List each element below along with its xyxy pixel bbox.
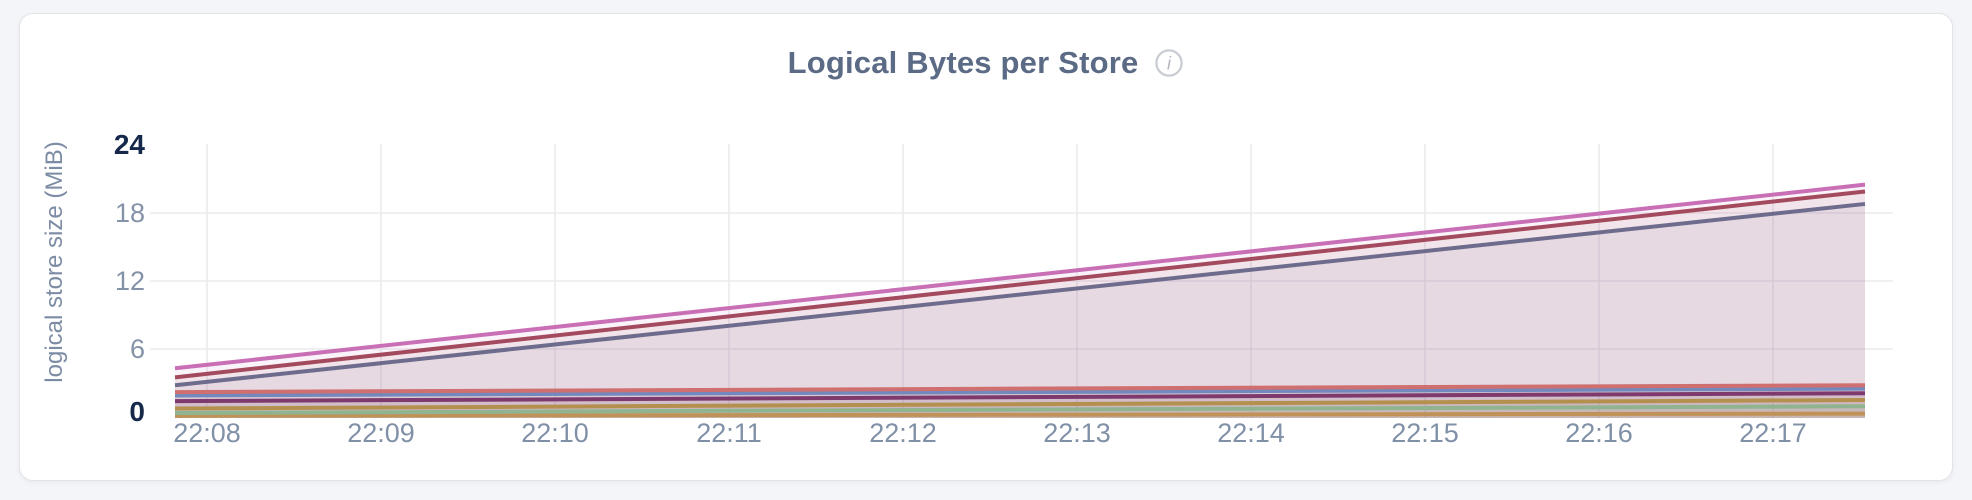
y-tick-label: 18: [115, 198, 145, 228]
series-line-series-8: [174, 404, 1866, 416]
series-line-series-7: [174, 398, 1866, 411]
x-tick-label: 22:15: [1391, 418, 1459, 448]
series-line-series-4: [174, 383, 1866, 395]
chart-title: Logical Bytes per Store: [787, 45, 1139, 80]
x-tick-label: 22:14: [1217, 418, 1285, 448]
y-axis-tick-labels: 0 6 12 18 24: [114, 129, 146, 427]
series-line-series-1: [174, 182, 1866, 371]
series-area-series-3: [175, 203, 1865, 418]
series-lines: [174, 182, 1866, 418]
x-axis-tick-labels: 22:08 22:09 22:10 22:11 22:12 22:13 22:14 22:15…: [173, 418, 1807, 448]
info-icon[interactable]: i: [1154, 48, 1184, 78]
x-tick-label: 22:16: [1565, 418, 1633, 448]
x-tick-label: 22:10: [521, 418, 589, 448]
x-tick-label: 22:08: [173, 418, 241, 448]
y-tick-label: 12: [115, 266, 145, 296]
series-line-series-9: [174, 411, 1866, 418]
y-tick-label: 0: [129, 396, 145, 427]
x-tick-label: 22:17: [1739, 418, 1807, 448]
x-tick-label: 22:09: [347, 418, 415, 448]
chart-header: Logical Bytes per Store i: [20, 45, 1952, 81]
info-icon-circle: [1155, 49, 1184, 77]
info-icon-glyph: i: [1167, 54, 1172, 74]
series-line-series-5: [174, 386, 1866, 398]
y-tick-label: 24: [114, 129, 146, 160]
series-area-series-1: [175, 184, 1865, 418]
series-line-series-3: [174, 201, 1866, 388]
x-tick-label: 22:11: [696, 418, 762, 448]
x-tick-label: 22:12: [869, 418, 937, 448]
y-tick-label: 6: [130, 334, 145, 364]
series-line-series-6: [174, 391, 1866, 404]
series-line-series-2: [174, 189, 1866, 380]
y-axis-title: logical store size (MiB): [41, 141, 68, 382]
x-tick-label: 22:13: [1043, 418, 1111, 448]
